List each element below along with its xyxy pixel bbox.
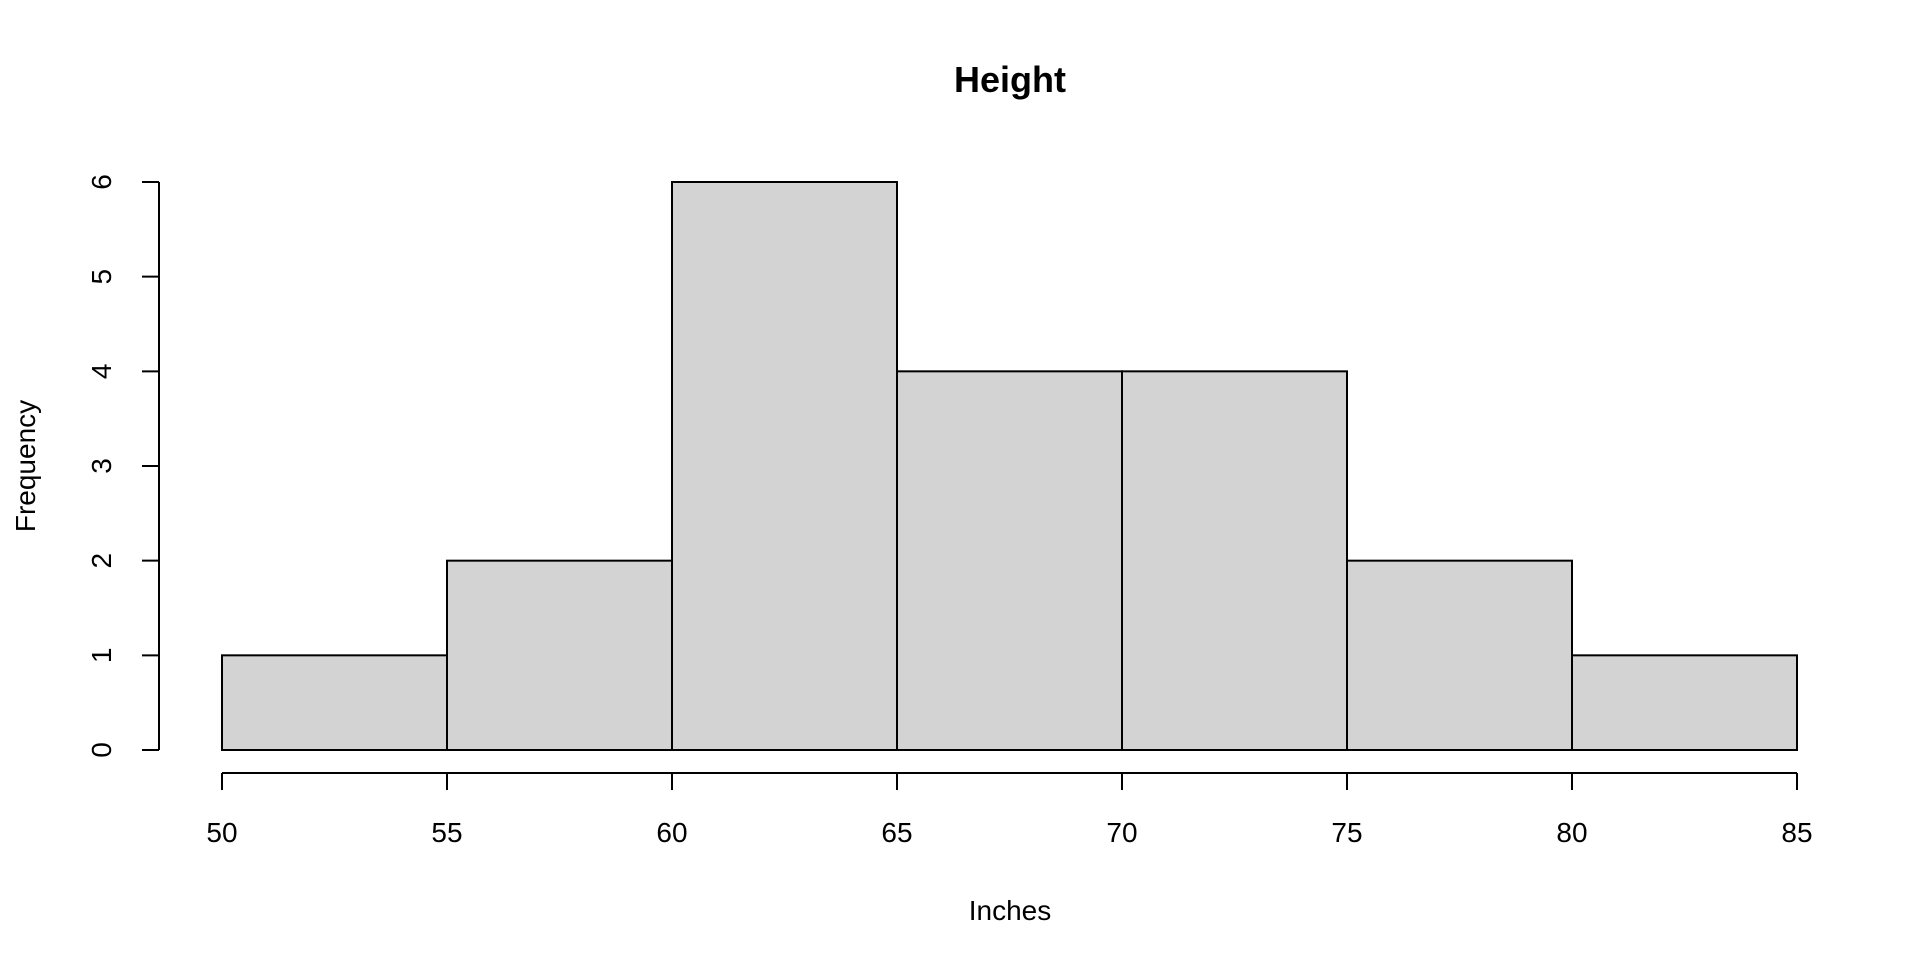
x-tick-label: 60: [656, 817, 687, 848]
x-axis-label: Inches: [969, 895, 1052, 926]
x-tick-label: 75: [1331, 817, 1362, 848]
y-tick-label: 0: [86, 742, 117, 758]
histogram-bar-55-60: [446, 559, 673, 752]
y-tick-label: 5: [86, 269, 117, 285]
histogram-bar-75-80: [1346, 559, 1573, 752]
y-tick-label: 3: [86, 458, 117, 474]
histogram-bar-70-75: [1121, 370, 1348, 751]
bars-group: [221, 181, 1798, 752]
y-tick-label: 6: [86, 174, 117, 190]
x-tick-label: 70: [1106, 817, 1137, 848]
chart-title: Height: [954, 59, 1066, 100]
x-tick-label: 55: [431, 817, 462, 848]
x-tick-label: 50: [206, 817, 237, 848]
y-axis-label: Frequency: [10, 400, 41, 532]
y-axis: 0 1 2 3 4 5 6: [86, 174, 160, 758]
x-tick-label: 85: [1781, 817, 1812, 848]
y-tick-label: 1: [86, 648, 117, 664]
histogram-bar-60-65: [671, 181, 898, 751]
histogram-bar-65-70: [896, 370, 1123, 751]
x-tick-label: 80: [1556, 817, 1587, 848]
histogram-bar-50-55: [221, 654, 448, 751]
x-axis: 50 55 60 65 70 75 80 85: [206, 772, 1813, 848]
y-tick-label: 2: [86, 553, 117, 569]
x-tick-label: 65: [881, 817, 912, 848]
y-tick-label: 4: [86, 364, 117, 380]
histogram-bar-80-85: [1571, 654, 1798, 751]
